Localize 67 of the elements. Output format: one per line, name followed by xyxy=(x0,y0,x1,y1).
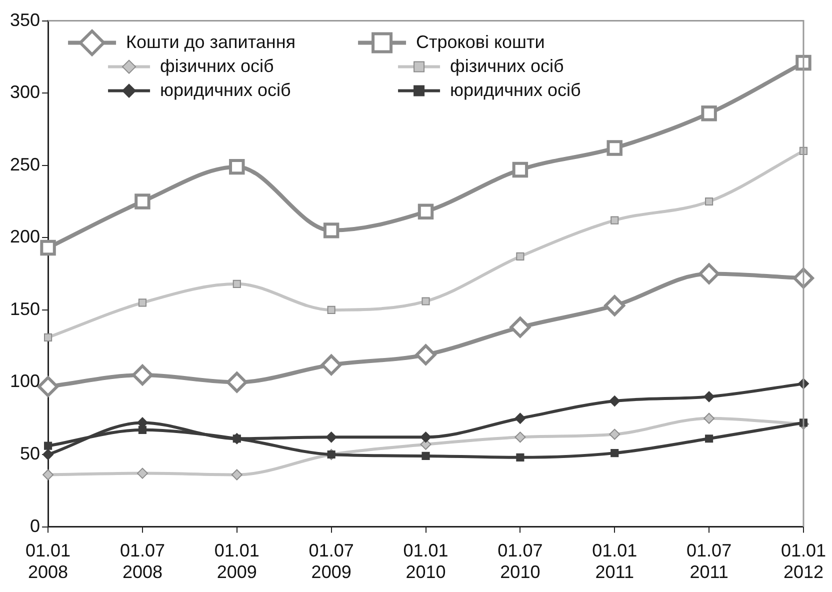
point xyxy=(516,453,524,462)
point xyxy=(327,306,336,314)
point xyxy=(610,449,619,458)
point xyxy=(704,391,715,402)
x-tick-label: 01.01 2008 xyxy=(26,540,71,582)
point xyxy=(705,197,714,206)
point xyxy=(422,297,430,306)
point xyxy=(701,105,717,122)
y-tick-label: 250 xyxy=(10,154,40,174)
point xyxy=(42,449,54,460)
legend-label: фізичних осіб xyxy=(450,56,564,76)
y-tick-label: 350 xyxy=(10,10,40,30)
point xyxy=(42,469,54,480)
point xyxy=(609,428,620,440)
y-tick-label: 100 xyxy=(10,371,40,392)
point xyxy=(604,295,626,316)
point xyxy=(698,263,720,284)
legend-label: фізичних осіб xyxy=(160,56,274,76)
point xyxy=(232,280,241,288)
y-tick-label: 0 xyxy=(30,516,40,536)
point xyxy=(132,364,153,386)
x-tick-label: 01.01 2012 xyxy=(780,540,826,582)
point xyxy=(510,316,531,338)
x-tick-label: 01.01 2011 xyxy=(592,540,638,582)
point xyxy=(136,468,148,479)
y-tick-label: 150 xyxy=(10,298,40,319)
point xyxy=(796,54,812,71)
legend-label: Кошти до запитання xyxy=(126,32,296,52)
point xyxy=(229,158,245,175)
point xyxy=(792,268,814,289)
legend-label: юридичних осіб xyxy=(160,80,291,100)
point xyxy=(420,432,432,443)
point xyxy=(704,412,715,424)
point xyxy=(512,162,528,178)
legend-label: Строкові кошти xyxy=(416,32,545,52)
point xyxy=(323,222,340,238)
point xyxy=(226,372,248,393)
point xyxy=(40,240,56,256)
point xyxy=(610,216,619,224)
point xyxy=(134,194,150,210)
x-tick-label: 01.07 2008 xyxy=(120,540,165,582)
y-tick-label: 200 xyxy=(10,226,40,247)
point xyxy=(38,376,59,398)
point xyxy=(326,432,337,443)
x-tick-label: 01.07 2011 xyxy=(686,540,732,582)
point xyxy=(514,432,526,443)
point xyxy=(138,426,146,434)
y-tick-label: 50 xyxy=(20,443,40,464)
point xyxy=(44,333,52,342)
point xyxy=(705,434,714,443)
point xyxy=(422,452,430,460)
point xyxy=(231,469,242,480)
point xyxy=(516,252,524,260)
x-tick-label: 01.01 2010 xyxy=(403,540,448,582)
point xyxy=(415,344,436,366)
point xyxy=(606,140,622,156)
y-tick-label: 300 xyxy=(10,82,40,102)
x-tick-label: 01.01 2009 xyxy=(214,540,260,582)
point xyxy=(514,412,526,424)
x-tick-label: 01.07 2010 xyxy=(498,540,543,582)
legend-label: юридичних осіб xyxy=(450,80,581,100)
point xyxy=(320,354,342,376)
point xyxy=(609,396,620,407)
point xyxy=(44,442,52,450)
point xyxy=(418,204,434,220)
x-tick-label: 01.07 2009 xyxy=(308,540,354,582)
point xyxy=(138,298,146,307)
